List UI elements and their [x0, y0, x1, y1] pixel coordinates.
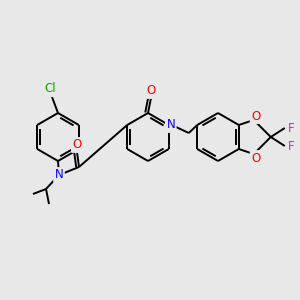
Text: N: N	[55, 169, 63, 182]
Text: O: O	[146, 85, 156, 98]
Text: O: O	[251, 110, 260, 122]
Text: F: F	[287, 140, 294, 152]
Text: Cl: Cl	[44, 82, 56, 95]
Text: O: O	[251, 152, 260, 164]
Text: N: N	[167, 118, 175, 131]
Text: F: F	[287, 122, 294, 134]
Text: O: O	[72, 139, 82, 152]
